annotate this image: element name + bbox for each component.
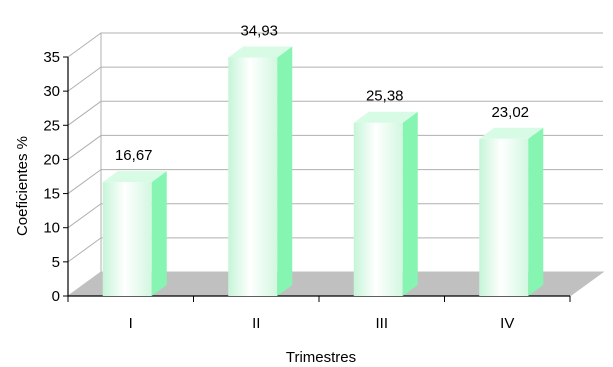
data-label: 23,02 — [491, 104, 529, 121]
labels: 16,67 I 34,93 II 25,38 III 23,02 IV — [115, 22, 529, 332]
bar-side — [277, 46, 293, 297]
data-label: 25,38 — [366, 88, 404, 105]
x-tick-label: III — [375, 315, 388, 332]
bar — [353, 111, 418, 296]
bar-front — [353, 122, 403, 296]
x-tick-label: II — [252, 315, 260, 332]
bar-front — [479, 138, 529, 296]
gridline — [67, 32, 603, 58]
bar — [228, 46, 293, 297]
y-tick-label: 35 — [43, 49, 60, 66]
y-tick-label: 5 — [52, 254, 60, 271]
x-tick-label: IV — [500, 315, 514, 332]
bar-side — [151, 171, 167, 296]
y-axis-title: Coeficientes % — [14, 136, 31, 236]
y-tick-label: 20 — [43, 151, 60, 168]
y-tick-label: 0 — [52, 288, 60, 305]
x-tick-label: I — [129, 315, 133, 332]
gridline — [67, 66, 603, 92]
y-tick-label: 25 — [43, 117, 60, 134]
bar-top — [353, 111, 418, 123]
data-label: 34,93 — [240, 22, 278, 39]
bars — [102, 46, 544, 297]
y-tick-label: 30 — [43, 83, 60, 100]
bar-top — [479, 127, 544, 139]
bar-side — [528, 127, 544, 297]
bar-side — [402, 111, 418, 296]
gridlines — [67, 32, 603, 272]
bar-top — [102, 171, 167, 183]
data-label: 16,67 — [115, 147, 153, 164]
y-tick-label: 15 — [43, 186, 60, 203]
bar-front — [102, 182, 152, 296]
bar-top — [228, 46, 293, 58]
bar — [102, 171, 167, 296]
x-axis-title: Trimestres — [286, 349, 356, 366]
y-tick-label: 10 — [43, 220, 60, 237]
bar — [479, 127, 544, 297]
bar-front — [228, 57, 278, 297]
